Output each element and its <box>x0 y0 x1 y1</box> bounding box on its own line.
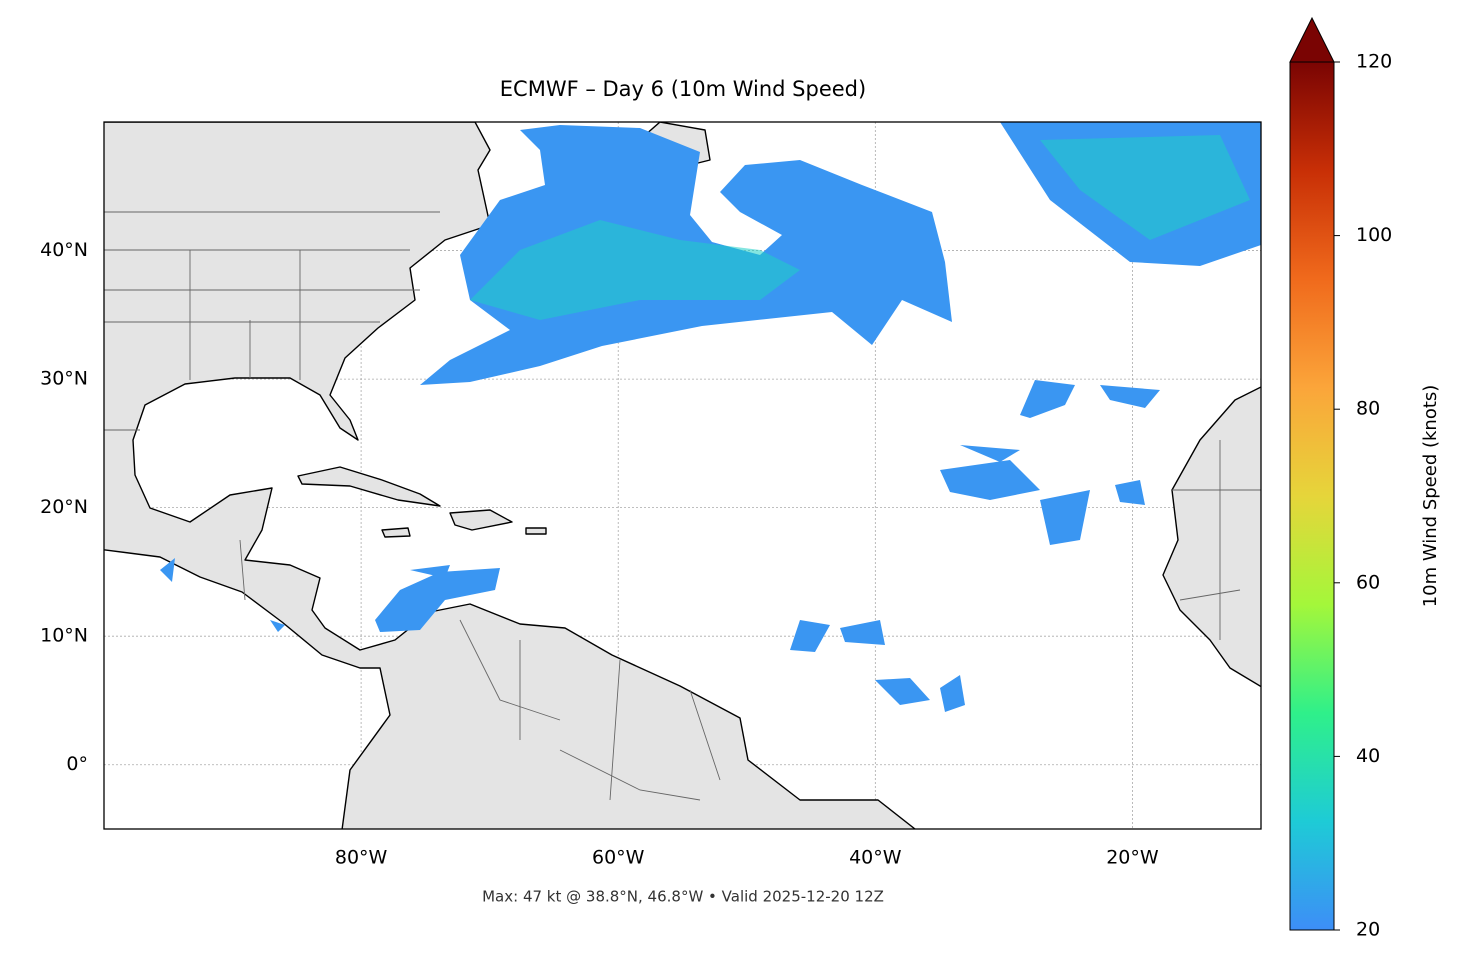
land-jamaica <box>381 527 411 538</box>
colorbar-fill <box>1290 62 1334 930</box>
colorbar-tick-label: 20 <box>1356 919 1380 941</box>
land-cuba <box>297 466 441 507</box>
colorbar-tick-label: 120 <box>1356 51 1392 73</box>
colorbar-tick-label: 60 <box>1356 571 1380 593</box>
colorbar-tick-label: 40 <box>1356 745 1380 767</box>
x-tick-label: 80°W <box>335 847 388 869</box>
colorbar-extend <box>1289 16 1335 63</box>
footnote: Max: 47 kt @ 38.8°N, 46.8°W • Valid 2025… <box>482 888 884 906</box>
map-frame <box>103 121 1262 830</box>
borders <box>104 211 1261 801</box>
land-puerto-rico <box>525 527 547 535</box>
land-hispaniola <box>449 509 513 531</box>
y-tick-label: 30°N <box>40 368 88 390</box>
colorbar-tick-label: 100 <box>1356 224 1392 246</box>
x-tick-label: 40°W <box>849 847 902 869</box>
colorbar-tick-label: 80 <box>1356 398 1380 420</box>
axis-ticks: 80°W 60°W 40°W 20°W 0° 10°N 20°N 30°N 40°N <box>40 239 1159 868</box>
x-tick-label: 20°W <box>1106 847 1159 869</box>
y-tick-label: 0° <box>66 753 88 775</box>
colorbar-frame <box>1289 61 1335 931</box>
x-tick-label: 60°W <box>592 847 645 869</box>
y-tick-label: 40°N <box>40 239 88 261</box>
colorbar: 20 40 60 80 100 120 <box>1289 16 1392 941</box>
y-tick-label: 20°N <box>40 496 88 518</box>
wind-field <box>160 122 1261 712</box>
map-area <box>104 122 1261 829</box>
land-americas <box>104 122 916 829</box>
map-title: ECMWF – Day 6 (10m Wind Speed) <box>500 77 866 101</box>
y-tick-label: 10°N <box>40 625 88 647</box>
land-africa <box>1162 386 1261 688</box>
colorbar-label: 10m Wind Speed (knots) <box>1420 385 1441 608</box>
